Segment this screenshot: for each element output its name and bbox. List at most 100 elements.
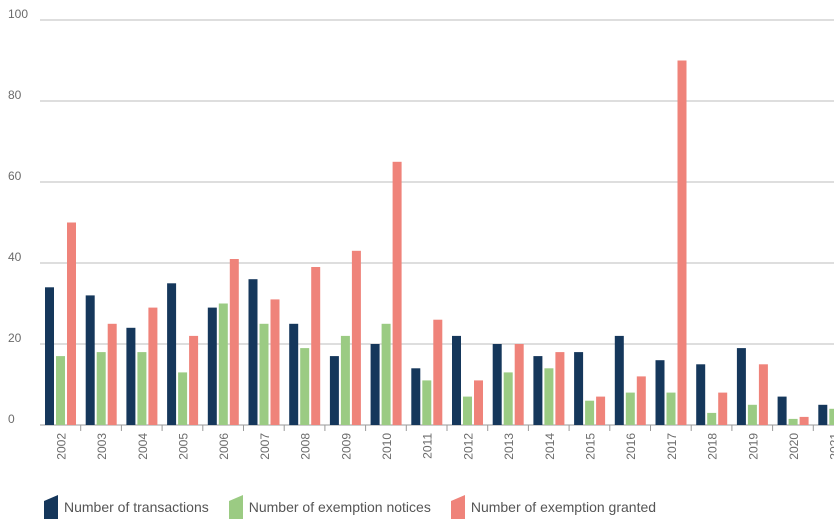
x-tick-label: 2019 [746, 433, 760, 460]
legend-swatch-exemption-notices [228, 495, 243, 519]
bar-2014-series-2 [555, 352, 565, 425]
x-tick-label: 2005 [177, 433, 191, 460]
bar-2004-series-1 [137, 352, 147, 425]
bar-2008-series-1 [300, 348, 310, 425]
x-tick-label: 2013 [502, 433, 516, 460]
bar-2002-series-0 [45, 287, 54, 425]
bar-2015-series-1 [585, 400, 595, 425]
bar-2005-series-2 [189, 335, 199, 425]
bar-2011-series-0 [411, 368, 421, 425]
bar-2019-series-0 [736, 348, 746, 425]
bar-2016-series-0 [614, 335, 624, 425]
bar-2012-series-1 [463, 396, 472, 425]
bar-2004-series-0 [126, 327, 136, 425]
bar-2010-series-2 [392, 161, 402, 426]
x-tick-label: 2007 [258, 433, 272, 460]
bar-2015-series-0 [574, 352, 584, 425]
bar-2020-series-0 [777, 396, 787, 425]
bar-2012-series-2 [474, 380, 483, 425]
y-axis-ticks: 0 20 40 60 80 100 [8, 7, 28, 426]
bar-2021-series-1 [829, 408, 834, 425]
x-tick-label: 2006 [217, 433, 231, 460]
bar-2010-series-0 [370, 344, 380, 425]
x-tick-label: 2012 [461, 433, 475, 460]
bar-2016-series-2 [636, 376, 646, 425]
x-tick-label: 2020 [787, 433, 801, 460]
bar-2021-series-0 [818, 404, 828, 426]
bar-2003-series-2 [107, 323, 117, 426]
bar-2002-series-2 [67, 222, 76, 425]
bar-2007-series-0 [248, 279, 258, 425]
legend: Number of transactions Number of exempti… [44, 494, 656, 520]
bar-2018-series-0 [696, 364, 706, 426]
bar-2009-series-1 [340, 335, 350, 425]
legend-label-transactions: Number of transactions [64, 499, 209, 515]
bar-2014-series-1 [544, 368, 554, 425]
y-tick-label: 100 [8, 7, 28, 21]
bar-2009-series-2 [351, 250, 361, 425]
bar-2006-series-0 [207, 307, 217, 425]
bar-2011-series-1 [422, 380, 432, 425]
bar-2019-series-2 [758, 364, 768, 426]
legend-item-exemption-granted: Number of exemption granted [450, 495, 657, 519]
x-axis-ticks: 2002 2003 2004 2005 2006 2007 2008 2009 2010 2011… [54, 425, 834, 460]
x-tick-label: 2003 [95, 433, 109, 460]
bar-2020-series-2 [799, 416, 809, 425]
y-tick-label: 80 [8, 88, 22, 102]
x-tick-label: 2009 [339, 433, 353, 460]
bar-2013-series-0 [492, 344, 502, 425]
bar-2005-series-1 [178, 372, 188, 425]
bar-2017-series-2 [677, 60, 687, 425]
legend-item-exemption-notices: Number of exemption notices [228, 495, 431, 519]
bar-2018-series-2 [718, 392, 728, 425]
bar-2012-series-0 [452, 335, 461, 425]
x-tick-label: 2018 [706, 433, 720, 460]
bar-2003-series-1 [96, 352, 106, 425]
y-tick-label: 60 [8, 169, 22, 183]
bar-2013-series-2 [514, 344, 524, 425]
x-tick-label: 2014 [543, 433, 557, 460]
x-tick-label: 2017 [665, 433, 679, 460]
bar-2013-series-1 [503, 372, 513, 425]
swatch-shape [228, 495, 243, 519]
x-tick-label: 2011 [421, 433, 435, 459]
bar-2019-series-1 [747, 404, 757, 426]
bar-2006-series-1 [218, 303, 228, 425]
y-tick-label: 0 [8, 412, 15, 426]
bar-2004-series-2 [148, 307, 158, 425]
y-tick-label: 40 [8, 250, 22, 264]
x-tick-label: 2010 [380, 433, 394, 460]
bar-2017-series-0 [655, 360, 665, 425]
bar-2011-series-2 [433, 319, 443, 425]
x-tick-label: 2015 [584, 433, 598, 460]
bar-2018-series-1 [707, 412, 717, 425]
x-tick-label: 2021 [828, 433, 834, 460]
x-tick-label: 2016 [624, 433, 638, 460]
swatch-shape [44, 495, 58, 519]
legend-swatch-transactions [44, 495, 58, 519]
x-tick-label: 2002 [54, 433, 68, 460]
bar-2003-series-0 [85, 295, 95, 425]
bar-2006-series-2 [229, 259, 239, 425]
x-tick-label: 2008 [299, 433, 313, 460]
legend-item-transactions: Number of transactions [44, 495, 209, 519]
bar-2008-series-2 [311, 267, 321, 425]
bar-2015-series-2 [596, 396, 606, 425]
legend-label-exemption-granted: Number of exemption granted [470, 499, 657, 515]
bar-2007-series-2 [270, 299, 280, 425]
bar-2008-series-0 [289, 323, 299, 426]
legend-swatch-exemption-granted [450, 495, 465, 519]
bar-2016-series-1 [625, 392, 635, 425]
bar-2009-series-0 [329, 356, 339, 425]
bar-2020-series-1 [788, 418, 798, 425]
y-tick-label: 20 [8, 331, 22, 345]
legend-label-exemption-notices: Number of exemption notices [248, 499, 431, 515]
bar-2007-series-1 [259, 323, 269, 426]
bar-2005-series-0 [167, 283, 177, 426]
x-tick-label: 2004 [136, 433, 150, 460]
bar-2010-series-1 [381, 323, 391, 426]
bars [45, 60, 834, 426]
bar-2014-series-0 [533, 356, 543, 425]
swatch-shape [450, 495, 465, 519]
